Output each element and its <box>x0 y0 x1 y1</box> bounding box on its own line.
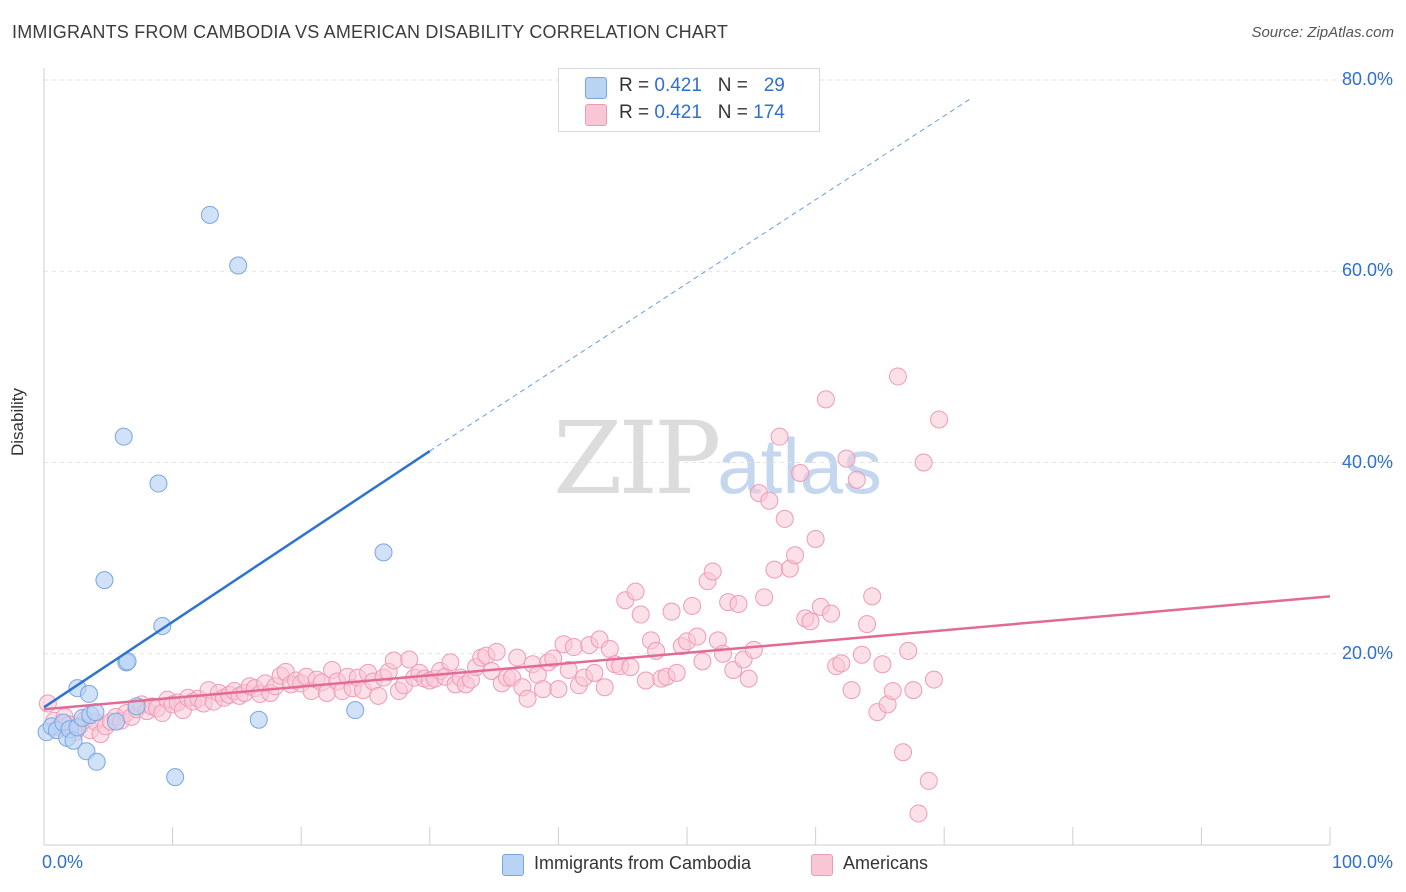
americans-point-162 <box>873 655 892 674</box>
americans-point-157 <box>847 470 866 489</box>
americans-point-125 <box>683 596 702 615</box>
americans-point-129 <box>703 562 722 581</box>
americans-point-166 <box>894 743 913 762</box>
americans-trend-line <box>43 595 1331 711</box>
americans-point-115 <box>631 605 650 624</box>
americans-point-171 <box>919 771 938 790</box>
americans-point-146 <box>791 464 810 483</box>
legend-text-cambodia: R = 0.421 N = 29 <box>619 75 785 96</box>
series-swatch-cambodia <box>502 854 524 876</box>
cambodia-point-12 <box>87 752 106 771</box>
americans-point-99 <box>549 680 568 699</box>
series-name-americans: Americans <box>843 853 929 873</box>
americans-point-155 <box>837 449 856 468</box>
americans-point-98 <box>544 649 563 668</box>
legend-text-americans: R = 0.421 N = 174 <box>619 102 785 123</box>
americans-point-91 <box>508 648 527 667</box>
americans-point-101 <box>559 661 578 680</box>
americans-point-142 <box>770 427 789 446</box>
series-legend: Immigrants from Cambodia Americans <box>0 852 1406 878</box>
correlation-legend: R = 0.421 N = 29 R = 0.421 N = 174 <box>558 68 820 132</box>
americans-point-149 <box>806 530 825 548</box>
americans-point-165 <box>888 367 907 386</box>
americans-point-122 <box>667 663 686 682</box>
americans-point-159 <box>858 615 877 634</box>
x-tick-label-min: 0.0% <box>42 852 84 872</box>
cambodia-point-25 <box>229 256 248 275</box>
y-tick-label-1: 40.0% <box>1341 451 1393 472</box>
americans-point-126 <box>688 627 707 646</box>
americans-point-136 <box>739 669 758 688</box>
americans-point-139 <box>755 588 774 607</box>
americans-point-148 <box>801 612 820 631</box>
x-tick-label-max: 100.0% <box>1331 852 1393 872</box>
americans-point-67 <box>384 651 403 670</box>
cambodia-point-24 <box>200 205 219 224</box>
americans-point-152 <box>822 604 841 623</box>
y-tick-label-0: 20.0% <box>1341 642 1393 663</box>
americans-point-154 <box>832 654 851 673</box>
cambodia-trend-line <box>43 449 431 709</box>
americans-point-141 <box>765 560 784 579</box>
series-name-cambodia: Immigrants from Cambodia <box>534 853 752 873</box>
americans-point-114 <box>626 582 645 601</box>
y-axis-label: Disability <box>8 387 27 456</box>
y-tick-label-3: 80.0% <box>1341 69 1393 89</box>
watermark: ZIPatlas <box>553 400 882 517</box>
americans-point-127 <box>693 652 712 671</box>
legend-swatch-cambodia <box>585 77 607 99</box>
americans-point-64 <box>369 686 388 705</box>
cambodia-point-27 <box>346 701 365 720</box>
chart-title: IMMIGRANTS FROM CAMBODIA VS AMERICAN DIS… <box>12 22 729 42</box>
americans-point-143 <box>775 509 794 528</box>
americans-point-167 <box>899 641 918 660</box>
americans-point-145 <box>786 546 805 565</box>
americans-point-121 <box>662 602 681 621</box>
cambodia-point-28 <box>374 543 393 562</box>
americans-point-158 <box>852 645 871 664</box>
series-swatch-americans <box>811 854 833 876</box>
americans-point-170 <box>914 453 933 472</box>
watermark-zip: ZIP <box>553 400 721 517</box>
americans-point-137 <box>744 640 763 659</box>
americans-point-140 <box>760 491 779 510</box>
americans-point-173 <box>930 410 949 429</box>
cambodia-point-20 <box>95 571 114 590</box>
americans-point-134 <box>729 595 748 614</box>
americans-point-172 <box>924 670 943 689</box>
americans-point-93 <box>518 689 537 708</box>
cambodia-trend-extension <box>429 98 971 452</box>
americans-point-109 <box>600 639 619 658</box>
americans-point-131 <box>714 644 733 663</box>
cambodia-point-22 <box>149 474 168 493</box>
americans-point-87 <box>487 642 506 661</box>
cambodia-point-21 <box>114 427 133 446</box>
americans-point-116 <box>636 671 655 690</box>
americans-point-106 <box>585 663 604 682</box>
cambodia-point-15 <box>107 712 126 731</box>
americans-point-108 <box>595 678 614 697</box>
source-label: Source: ZipAtlas.com <box>1251 24 1394 41</box>
americans-point-70 <box>400 650 419 669</box>
legend-swatch-americans <box>585 104 607 126</box>
americans-point-169 <box>909 804 928 823</box>
cambodia-point-23 <box>166 768 185 787</box>
cambodia-point-26 <box>249 710 268 729</box>
americans-point-78 <box>441 653 460 672</box>
americans-point-102 <box>564 638 583 657</box>
cambodia-point-14 <box>80 684 99 703</box>
americans-point-164 <box>883 682 902 701</box>
americans-point-156 <box>842 681 861 700</box>
americans-point-160 <box>863 587 882 606</box>
americans-point-151 <box>816 390 835 409</box>
americans-point-168 <box>904 681 923 700</box>
americans-point-96 <box>533 680 552 699</box>
y-tick-label-2: 60.0% <box>1341 260 1393 281</box>
americans-point-113 <box>621 658 640 677</box>
